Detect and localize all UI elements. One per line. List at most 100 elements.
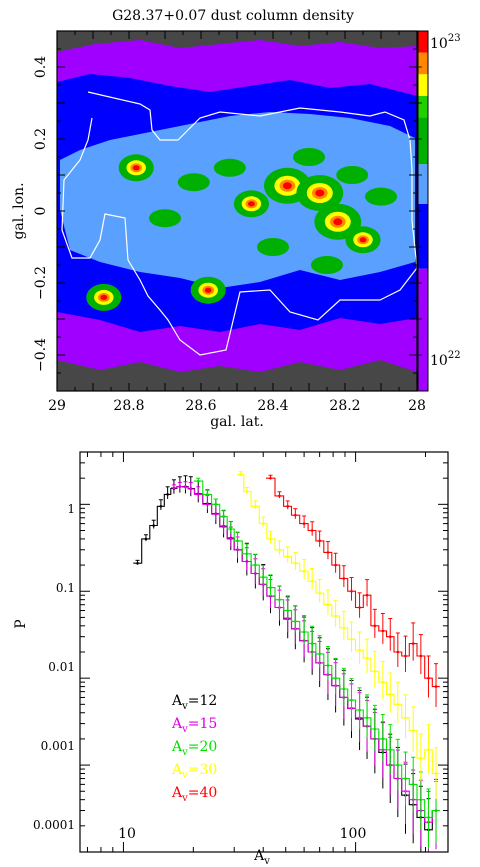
map-ytick-0-2: 0.2 [33,128,49,150]
data-point [419,756,423,760]
data-point [358,708,361,712]
colorbar-band [418,74,428,96]
density-filament [365,187,397,206]
data-point [326,664,330,667]
data-point [318,652,321,656]
map-title: G28.37+0.07 dust column density [112,8,354,24]
colorbar-band [418,268,428,391]
data-point [419,798,423,801]
data-point [411,729,415,732]
data-point [396,703,400,706]
data-point [152,524,155,527]
pdf-ylabel: P [13,619,29,628]
data-point [278,548,281,552]
map-axes: 29 28.8 28.6 28.4 28.2 28 gal. lat. 0.4 … [11,30,426,430]
data-point [365,716,369,720]
data-point [286,555,290,558]
map-ytick-0-4: 0.4 [33,56,49,78]
data-point [269,476,272,480]
data-point [261,575,265,579]
data-point [434,809,438,812]
density-peak [100,294,108,301]
data-point [144,537,148,541]
density-peak [359,237,367,243]
data-point [236,539,239,543]
map-xtick-28-6: 28.6 [185,398,216,414]
series-av20 [193,477,440,849]
density-peak [204,287,212,293]
density-peak [333,218,343,226]
pdf-plot: 10 100 Av 1 0.1 0.01 0.001 0.0001 P Av=1… [13,451,449,867]
colorbar-band [418,203,428,269]
data-point [302,630,306,634]
data-point [278,598,281,601]
data-point [318,539,321,543]
data-point [358,648,361,652]
data-point [396,650,400,654]
data-point [365,593,369,597]
data-point [278,494,281,498]
colorbar-band [418,31,428,53]
data-point [427,676,430,680]
data-point [294,513,297,517]
data-point [302,522,306,525]
data-point [245,552,249,556]
data-point [222,515,225,519]
pdf-ytick-0-1: 0.1 [56,581,75,595]
density-filament [213,158,246,177]
legend-av20: Av=20 [171,739,217,758]
data-point [236,548,239,552]
data-point [334,614,337,618]
colorbar-label-bottom: 1022 [430,350,461,369]
data-point [261,522,265,525]
data-point [254,504,257,508]
data-point [388,748,392,752]
colorbar-band [418,117,428,165]
data-point [214,503,218,506]
series-av40 [266,474,440,708]
data-point [206,493,209,496]
map-ytick-neg-0-2: −0.2 [33,266,49,300]
data-point [342,687,346,691]
legend: Av=12 Av=15 Av=20 Av=30 Av=40 [171,693,217,804]
density-map [57,31,418,391]
data-point [302,569,306,573]
pdf-ytick-0-0001: 0.0001 [33,818,75,832]
data-point [342,577,346,580]
data-point [245,490,249,493]
data-point [350,637,353,641]
map-ytick-0: 0 [33,207,49,216]
data-point [239,473,243,476]
pdf-ytick-1: 1 [67,502,75,516]
colorbar-band [418,95,428,118]
data-point [434,685,438,688]
data-point [396,763,400,767]
pdf-xtick-10: 10 [118,826,136,842]
map-ytick-neg-0-4: −0.4 [33,338,49,372]
data-point [326,603,330,607]
data-point [411,642,415,645]
data-point [350,698,353,702]
density-filament [336,166,369,184]
data-point [166,493,169,496]
data-point [214,512,218,516]
data-point [326,551,330,554]
pdf-ytick-0-001: 0.001 [41,739,75,753]
data-point [381,629,385,633]
data-point [178,485,182,488]
data-point [373,727,377,731]
legend-av12: Av=12 [171,693,217,712]
data-point [381,737,385,741]
data-point [350,589,353,593]
map-xtick-29: 29 [48,398,66,414]
density-filament [293,148,325,166]
data-point [358,606,361,609]
data-point [294,561,297,565]
data-point [206,503,209,506]
data-point [373,669,377,673]
colorbar-band [418,164,428,204]
data-point [404,654,407,658]
density-filament [257,238,289,256]
data-point [229,537,233,541]
